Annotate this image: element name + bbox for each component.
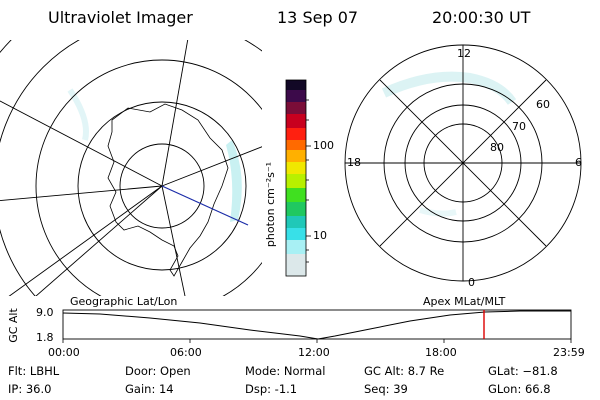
- time-label: 20:00:30 UT: [432, 8, 531, 27]
- aurora-emission-right: [381, 71, 517, 105]
- info-dsp: Dsp: -1.1: [245, 382, 298, 396]
- altitude-curve: [62, 310, 571, 340]
- altitude-xtick-1200: 12:00: [298, 346, 330, 359]
- colorbar-unit-label: photon cm⁻²s⁻¹: [264, 161, 278, 248]
- mlat-label-60: 60: [536, 98, 550, 111]
- info-flt: Flt: LBHL: [8, 364, 60, 378]
- mlt-label-top: 12: [457, 47, 471, 60]
- mlat-label-80: 80: [490, 141, 504, 154]
- altitude-plot: [62, 309, 572, 343]
- mlt-label-bottom: 0: [468, 276, 475, 289]
- info-door: Door: Open: [125, 364, 191, 378]
- satellite-track-line: [161, 185, 249, 226]
- aurora-emission-faint: [67, 88, 89, 141]
- altitude-xtick-2359: 23:59: [553, 346, 585, 359]
- altitude-xtick-0000: 00:00: [48, 346, 80, 359]
- info-glat: GLat: −81.8: [488, 364, 558, 378]
- info-mode: Mode: Normal: [245, 364, 326, 378]
- instrument-title: Ultraviolet Imager: [48, 8, 193, 27]
- latitude-circles: [0, 40, 262, 296]
- mlt-label-right: 6: [575, 156, 582, 169]
- colorbar: [285, 79, 311, 277]
- altitude-x-ticks: [62, 339, 572, 343]
- mlt-label-left: 18: [347, 156, 361, 169]
- right-map-caption: Apex MLat/MLT: [423, 295, 506, 308]
- mlat-label-70: 70: [512, 120, 526, 133]
- date-label: 13 Sep 07: [277, 8, 359, 27]
- altitude-ytick-9: 9.0: [36, 306, 54, 319]
- altitude-plot-frame: [62, 309, 572, 340]
- colorbar-tick-10: 10: [313, 229, 327, 242]
- mlt-lines: [345, 45, 581, 281]
- meridian-lines: [0, 40, 262, 296]
- left-map-caption: Geographic Lat/Lon: [70, 295, 178, 308]
- geographic-map: [0, 40, 262, 296]
- altitude-ytick-1-8: 1.8: [36, 331, 54, 344]
- info-gc-alt: GC Alt: 8.7 Re: [364, 364, 445, 378]
- altitude-xtick-1800: 18:00: [425, 346, 457, 359]
- info-gain: Gain: 14: [125, 382, 174, 396]
- magnetic-polar-plot: [344, 44, 582, 282]
- altitude-axis-label: GC Alt: [6, 308, 20, 343]
- info-ip: IP: 36.0: [8, 382, 52, 396]
- antarctica-coastline: [107, 103, 229, 277]
- colorbar-ticks: [306, 99, 311, 263]
- info-glon: GLon: 66.8: [488, 382, 551, 396]
- info-seq: Seq: 39: [364, 382, 408, 396]
- aurora-emission-left: [226, 140, 242, 222]
- altitude-xtick-0600: 06:00: [170, 346, 202, 359]
- colorbar-tick-100: 100: [313, 139, 334, 152]
